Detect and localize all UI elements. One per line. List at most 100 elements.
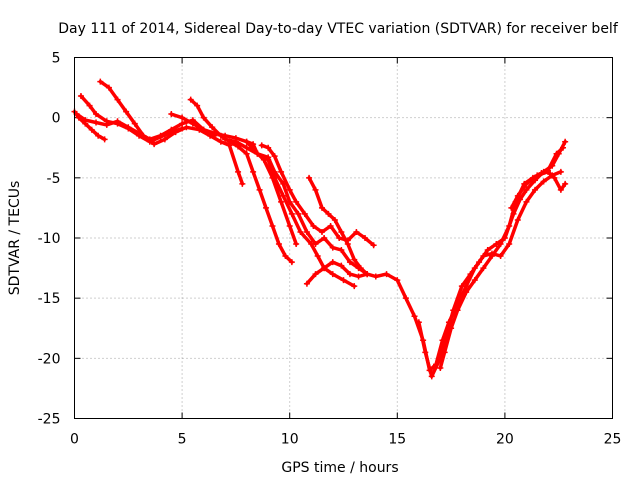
data-point [488, 253, 495, 260]
data-point [415, 319, 422, 326]
data-point [189, 120, 196, 127]
data-point [217, 138, 224, 145]
data-point [295, 210, 302, 217]
data-point [172, 129, 179, 136]
data-point [523, 180, 530, 187]
data-point [480, 265, 487, 272]
x-axis-label: GPS time / hours [281, 460, 398, 476]
data-point [336, 235, 343, 241]
x-tick-labels: 0 5 10 15 20 25 [70, 432, 621, 448]
data-point [179, 114, 186, 121]
data-point [331, 216, 338, 223]
data-point [346, 271, 353, 278]
data-point [318, 204, 325, 211]
data-point [243, 150, 250, 157]
data-point [514, 192, 521, 199]
data-point [497, 241, 504, 248]
y-tick-label: -25 [38, 412, 61, 428]
data-point [428, 373, 435, 380]
data-point [562, 180, 569, 187]
data-point [114, 96, 121, 103]
data-point [256, 186, 263, 193]
data-point [288, 210, 295, 217]
data-point [239, 180, 246, 187]
data-point [514, 216, 521, 223]
data-point [523, 198, 530, 205]
data-point [105, 84, 112, 91]
data-point [523, 186, 530, 193]
series-track-10 [307, 176, 369, 276]
data-point [476, 259, 483, 266]
data-point [101, 136, 108, 143]
data-point [93, 119, 100, 126]
data-point [437, 364, 444, 371]
data-point [293, 198, 300, 205]
data-point [232, 138, 239, 145]
data-point [82, 117, 89, 124]
data-point [532, 186, 539, 193]
data-point [168, 111, 175, 118]
y-tick-labels: -25 -20 -15 -10 -5 0 5 [38, 51, 61, 428]
x-tick-label: 5 [178, 432, 187, 448]
data-point [250, 168, 257, 175]
data-point [157, 133, 164, 140]
data-point [200, 114, 207, 121]
data-point [303, 280, 310, 287]
data-point [187, 96, 194, 103]
data-point [329, 244, 336, 251]
data-point [103, 118, 110, 125]
data-point [372, 273, 379, 280]
data-point [497, 253, 504, 260]
data-point [562, 138, 569, 145]
data-point [370, 242, 377, 249]
data-point [77, 93, 84, 100]
data-point [222, 136, 229, 143]
data-point [200, 126, 207, 133]
y-tick-label: -10 [38, 231, 61, 247]
data-point [553, 150, 560, 157]
data-point [125, 125, 132, 132]
data-point [327, 222, 334, 229]
data-point [93, 111, 100, 118]
data-point [114, 120, 121, 127]
data-point [458, 283, 465, 290]
data-point [471, 277, 478, 284]
data-point [329, 271, 336, 278]
x-tick-label: 15 [388, 432, 406, 448]
data-point [338, 247, 345, 254]
data-point [411, 313, 418, 320]
data-point [151, 141, 158, 148]
data-point [275, 241, 282, 248]
series-track-8 [244, 139, 369, 276]
data-point [351, 283, 358, 290]
data-point [293, 241, 300, 248]
data-point [318, 228, 325, 235]
data-point [355, 273, 362, 280]
data-point [467, 271, 474, 278]
data-point [301, 210, 308, 217]
data-point [463, 289, 470, 296]
data-point [161, 136, 168, 143]
data-point [258, 142, 265, 149]
data-point [312, 271, 319, 278]
data-point [278, 198, 285, 205]
data-point [271, 153, 278, 160]
data-point [540, 178, 547, 185]
data-point [534, 172, 541, 179]
data-point [297, 228, 304, 235]
data-point [506, 222, 513, 229]
data-point [346, 259, 353, 266]
data-point [312, 186, 319, 193]
data-point [278, 168, 285, 175]
data-point [306, 174, 313, 181]
y-axis-label: SDTVAR / TECUs [7, 181, 23, 296]
data-point [402, 295, 409, 302]
x-tick-label: 25 [604, 432, 622, 448]
data-point [325, 210, 332, 217]
data-point [314, 253, 321, 260]
data-point [338, 262, 345, 269]
data-point [207, 132, 214, 139]
data-point [394, 277, 401, 284]
x-tick-label: 0 [70, 432, 79, 448]
